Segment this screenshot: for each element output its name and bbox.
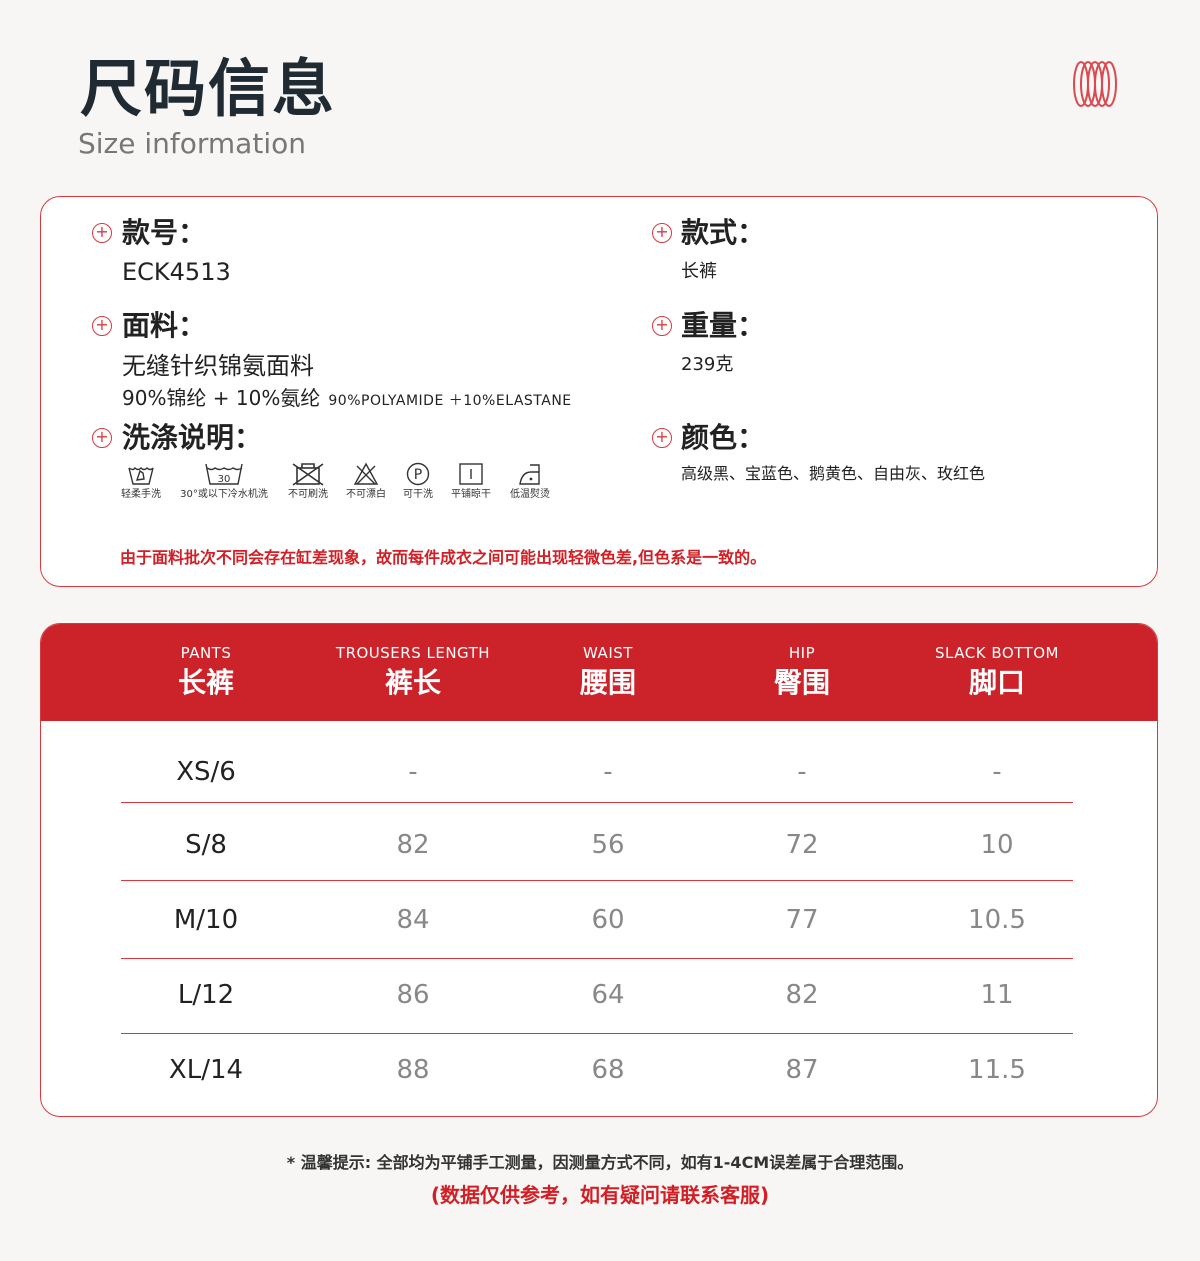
- column-header-cn: 腰围: [579, 666, 636, 699]
- svg-text:30: 30: [218, 474, 231, 485]
- size-table: PANTS 长裤 TROUSERS LENGTH 裤长 WAIST 腰围 HIP 臀围 SLAC…: [40, 623, 1158, 1117]
- dry-clean-p-icon: P: [406, 462, 430, 486]
- wash-item-hand-wash: 轻柔手洗: [112, 462, 170, 501]
- table-cell: 11: [980, 980, 1014, 1010]
- machine-wash-30-icon: 30: [205, 463, 243, 485]
- column-header: SLACK BOTTOM 脚口: [887, 644, 1107, 700]
- product-info-card: [40, 196, 1158, 587]
- color-label: 颜色：: [681, 421, 766, 454]
- column-header-cn: 臀围: [773, 666, 830, 699]
- plus-icon: +: [92, 428, 112, 448]
- plus-icon: +: [92, 316, 112, 336]
- plus-icon: +: [652, 223, 672, 243]
- weight-label: 重量：: [681, 309, 766, 342]
- no-bleach-icon: [353, 462, 379, 485]
- table-cell: 68: [591, 1055, 625, 1085]
- table-cell: -: [603, 757, 613, 787]
- low-iron-icon: [519, 464, 540, 485]
- table-cell: 56: [591, 830, 625, 860]
- measurement-tip: * 温馨提示: 全部均为平铺手工测量，因测量方式不同，如有1-4CM误差属于合理…: [286, 1153, 914, 1172]
- weight-value: 239克: [681, 354, 734, 375]
- wash-item-no-brush: 不可刷洗: [282, 462, 334, 501]
- fabric-detail: 90%锦纶 + 10%氨纶 90%POLYAMIDE ＋10%ELASTANE: [122, 386, 572, 410]
- hand-wash-icon: [128, 466, 154, 485]
- plus-icon: +: [92, 223, 112, 243]
- wash-item-dry-clean: P 可干洗: [396, 462, 440, 501]
- column-header-cn: 脚口: [968, 666, 1025, 699]
- table-cell: 82: [785, 980, 819, 1010]
- plus-icon: +: [652, 428, 672, 448]
- style-value: 长裤: [681, 261, 717, 282]
- table-cell: 11.5: [968, 1055, 1026, 1085]
- row-divider: [121, 958, 1073, 959]
- style-no-label: 款号：: [122, 216, 207, 249]
- row-divider: [121, 802, 1073, 803]
- table-cell: 10.5: [968, 905, 1026, 935]
- svg-text:P: P: [414, 467, 422, 483]
- table-cell: -: [408, 757, 418, 787]
- page-subtitle: Size information: [78, 127, 306, 160]
- row-divider: [121, 1033, 1073, 1034]
- table-cell: 82: [396, 830, 430, 860]
- dry-flat-icon: [459, 463, 483, 485]
- table-cell: 10: [980, 830, 1014, 860]
- table-cell: 77: [785, 905, 819, 935]
- style-no-value: ECK4513: [122, 258, 231, 286]
- column-header-en: WAIST: [583, 644, 633, 662]
- fabric-detail-cn: 90%锦纶 + 10%氨纶: [122, 386, 321, 410]
- table-cell: 60: [591, 905, 625, 935]
- color-value: 高级黑、宝蓝色、鹅黄色、自由灰、玫红色: [681, 464, 986, 483]
- wash-label: 洗涤说明：: [122, 421, 263, 454]
- table-cell: 64: [591, 980, 625, 1010]
- column-header: PANTS 长裤: [96, 644, 316, 700]
- size-label: L/12: [177, 980, 235, 1010]
- color-difference-note: 由于面料批次不同会存在缸差现象，故而每件成衣之间可能出现轻微色差,但色系是一致的…: [120, 548, 767, 567]
- style-label: 款式：: [681, 216, 766, 249]
- wash-item-machine-30: 30 30°或以下冷水机洗: [172, 462, 276, 501]
- table-cell: 87: [785, 1055, 819, 1085]
- column-header-cn: 长裤: [177, 666, 234, 699]
- table-cell: 86: [396, 980, 430, 1010]
- column-header-en: PANTS: [180, 644, 232, 662]
- table-cell: -: [992, 757, 1002, 787]
- table-cell: 72: [785, 830, 819, 860]
- column-header-cn: 裤长: [384, 666, 441, 699]
- column-header-en: HIP: [788, 644, 816, 662]
- table-cell: 88: [396, 1055, 430, 1085]
- red-coil-logo-icon: [1073, 61, 1117, 107]
- column-header-en: SLACK BOTTOM: [935, 644, 1059, 662]
- size-label: XS/6: [176, 757, 236, 787]
- table-cell: -: [797, 757, 807, 787]
- column-header: TROUSERS LENGTH 裤长: [303, 644, 523, 700]
- size-label: XL/14: [168, 1055, 244, 1085]
- size-label: S/8: [185, 830, 227, 860]
- no-brush-wash-icon: [292, 463, 324, 486]
- reference-note: (数据仅供参考，如有疑问请联系客服): [430, 1183, 770, 1207]
- fabric-value: 无缝针织锦氨面料: [122, 352, 314, 380]
- size-label: M/10: [173, 905, 239, 935]
- table-cell: 84: [396, 905, 430, 935]
- fabric-label: 面料：: [122, 309, 207, 342]
- plus-icon: +: [652, 316, 672, 336]
- wash-item-dry-flat: 平铺晾干: [445, 462, 497, 501]
- column-header: WAIST 腰围: [498, 644, 718, 700]
- row-divider: [121, 880, 1073, 881]
- size-table-header: PANTS 长裤 TROUSERS LENGTH 裤长 WAIST 腰围 HIP 臀围 SLAC…: [41, 624, 1157, 721]
- column-header-en: TROUSERS LENGTH: [335, 644, 491, 662]
- wash-item-no-bleach: 不可漂白: [340, 462, 392, 501]
- page-title: 尺码信息: [80, 52, 337, 125]
- wash-item-low-iron: 低温熨烫: [504, 462, 556, 501]
- fabric-detail-en: 90%POLYAMIDE ＋10%ELASTANE: [328, 393, 572, 409]
- column-header: HIP 臀围: [692, 644, 912, 700]
